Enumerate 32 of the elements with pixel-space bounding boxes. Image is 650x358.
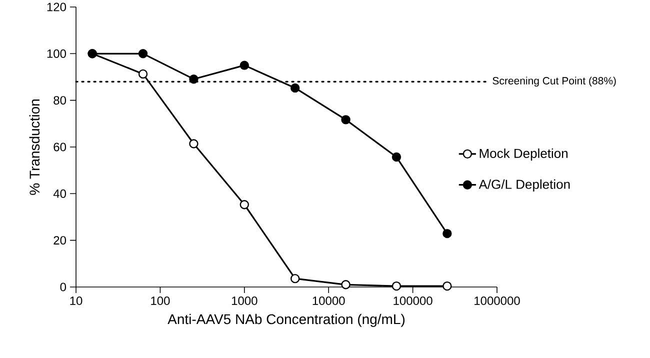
point (189, 139, 198, 148)
point (341, 115, 350, 124)
point (240, 60, 250, 70)
y-tick-label: 100 (47, 49, 66, 58)
point (240, 200, 250, 210)
y-tick-label: 0 (60, 282, 66, 292)
y-tick-label: 20 (54, 236, 66, 245)
point (138, 69, 148, 79)
legend-label: Mock Depletion (480, 148, 568, 161)
x-tick-label: 1000000 (474, 296, 520, 306)
point (138, 49, 148, 58)
point (290, 274, 300, 284)
x-tick-label: 1000 (232, 296, 258, 306)
x-tick-label: 10 (70, 296, 82, 306)
y-tick-label: 120 (47, 2, 66, 12)
x-axis-title: Anti-AAV5 NAb Concentration (ng/mL) (168, 314, 405, 327)
legend-label: A/G/L Depletion (478, 179, 570, 192)
point (392, 152, 402, 162)
point (290, 83, 300, 93)
y-tick-label: 40 (53, 189, 66, 198)
point (189, 74, 198, 84)
point (442, 281, 452, 291)
point (442, 228, 452, 238)
ref-line-label: Screening Cut Point (88%) (492, 76, 616, 87)
point (392, 281, 402, 291)
y-axis-title: % Transduction (29, 100, 40, 195)
x-tick-label: 10000 (312, 296, 345, 306)
x-tick-label: 100 (151, 296, 170, 306)
x-tick-label: 100000 (394, 296, 432, 306)
y-tick-label: 60 (54, 142, 66, 152)
y-tick-label: 80 (54, 96, 66, 105)
point (341, 280, 350, 290)
